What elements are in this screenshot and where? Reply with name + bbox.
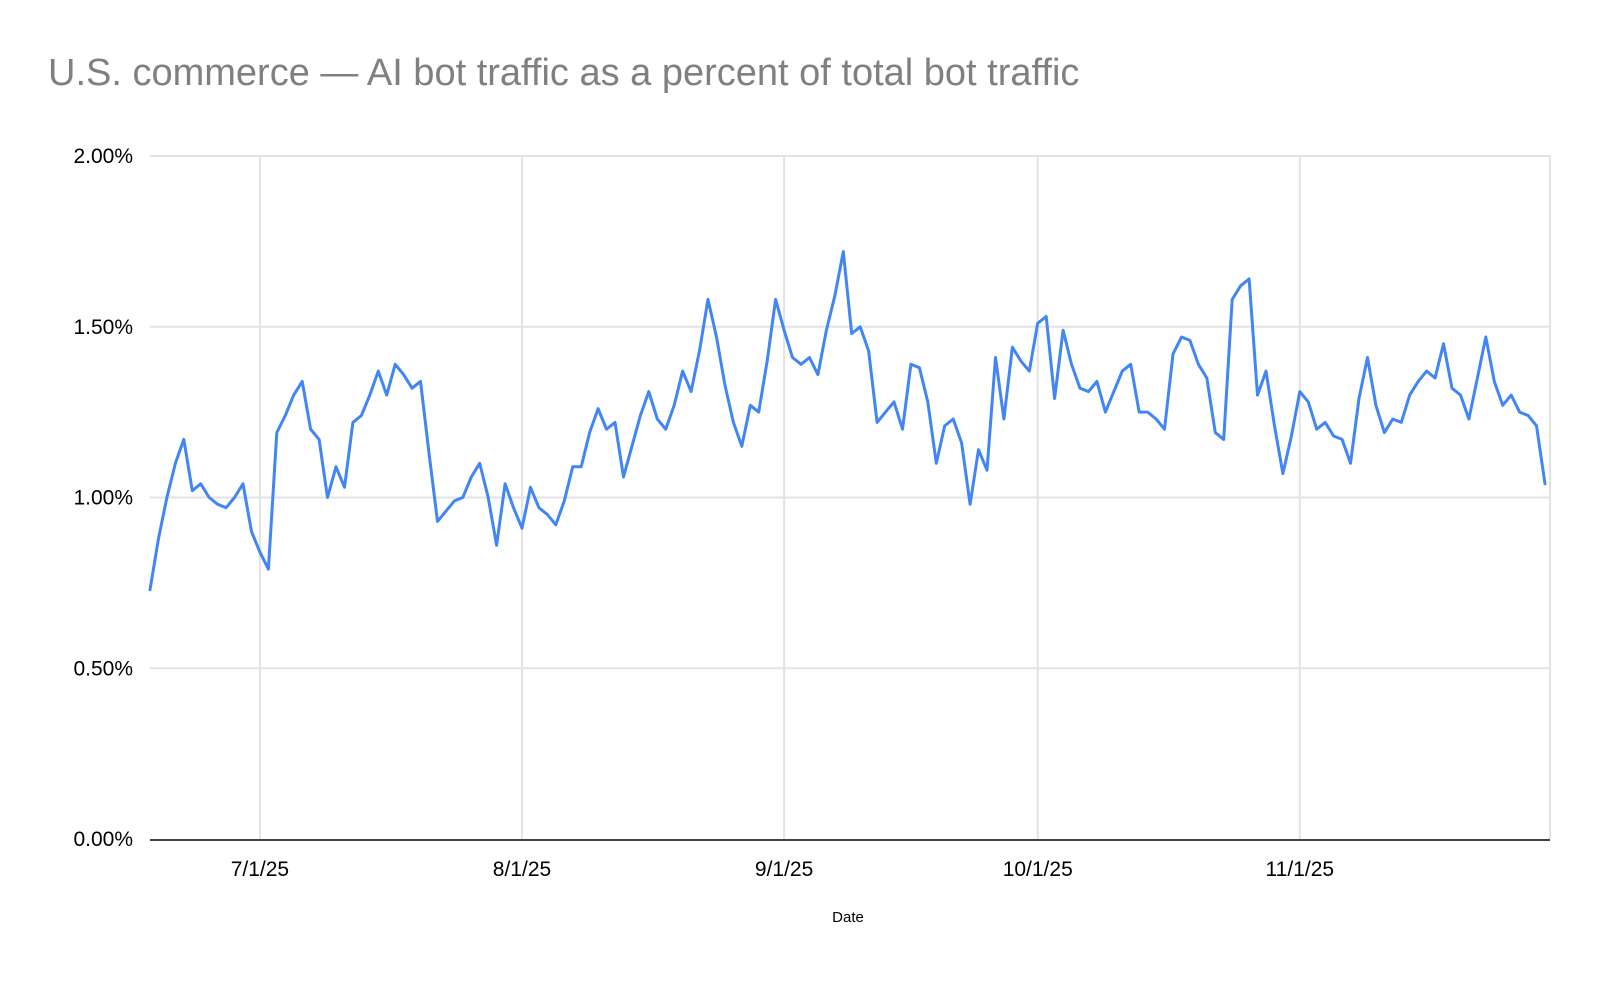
y-tick-label-1.00%: 1.00% (73, 487, 133, 510)
x-tick-label-8/1/25: 8/1/25 (493, 858, 551, 881)
x-tick-label-7/1/25: 7/1/25 (231, 858, 289, 881)
x-tick-label-10/1/25: 10/1/25 (1003, 858, 1073, 881)
y-axis-tick-labels: 0.00% 0.50% 1.00% 1.50% 2.00% (73, 145, 133, 851)
horizontal-gridlines (150, 155, 1550, 670)
chart-title: U.S. commerce — AI bot traffic as a perc… (48, 52, 1080, 94)
x-tick-label-9/1/25: 9/1/25 (755, 858, 813, 881)
x-axis-tick-labels: 7/1/25 8/1/25 9/1/25 10/1/25 11/1/25 (231, 858, 1334, 881)
y-tick-label-1.50%: 1.50% (73, 316, 133, 339)
series-line (148, 250, 1547, 592)
y-tick-label-2.00%: 2.00% (73, 145, 133, 168)
y-tick-label-0.50%: 0.50% (73, 657, 133, 680)
x-tick-label-11/1/25: 11/1/25 (1266, 858, 1335, 881)
y-tick-label-0.00%: 0.00% (73, 828, 133, 851)
x-axis-title: Date (832, 909, 864, 926)
vertical-gridlines (258, 156, 1551, 839)
